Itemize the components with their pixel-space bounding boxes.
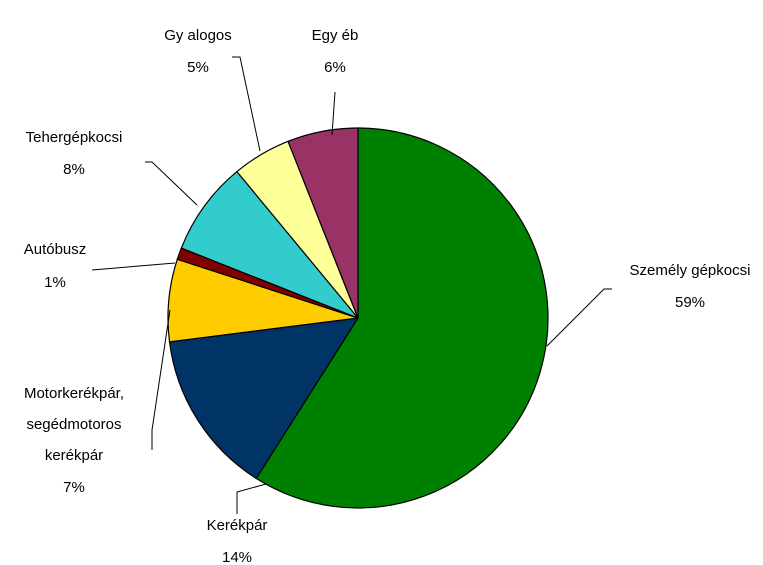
pie-slice-tehergepkocsi (180, 170, 359, 319)
slice-percent-tehergepkocsi: 8% (63, 161, 85, 178)
pie-slice-szemely-gepkocsi (255, 127, 549, 509)
leader-line-szemely-gepkocsi (546, 288, 612, 347)
leader-line-tehergepkocsi (145, 161, 198, 206)
slice-percent-autobusz: 1% (44, 274, 66, 291)
leader-line-autobusz (91, 262, 176, 271)
slice-label-kerekpar-0: Kerékpár (207, 517, 268, 534)
slice-percent-motorkerekpar: 7% (63, 479, 85, 496)
slice-label-gy-alogos-0: Gy alogos (164, 27, 232, 44)
slice-labels: Személy gépkocsi 59% Kerékpár 14% Motorkerék… (24, 27, 751, 565)
pie-slices (167, 127, 549, 509)
slice-label-motorkerekpar-2: kerékpár (45, 447, 103, 464)
pie-slice-kerekpar (168, 317, 360, 480)
leader-lines (91, 56, 612, 514)
slice-percent-kerekpar: 14% (222, 549, 252, 565)
slice-percent-egy-eb: 6% (324, 59, 346, 76)
slice-label-motorkerekpar-1: segédmotoros (26, 416, 121, 433)
slice-percent-szemely-gepkocsi: 59% (675, 294, 705, 311)
leader-line-gy-alogos (232, 56, 261, 152)
slice-label-tehergepkocsi-0: Tehergépkocsi (26, 129, 123, 146)
slice-label-autobusz-0: Autóbusz (24, 241, 87, 258)
slice-percent-gy-alogos: 5% (187, 59, 209, 76)
slice-label-motorkerekpar-0: Motorkerékpár, (24, 385, 124, 402)
slice-label-egy-eb-0: Egy éb (312, 27, 359, 44)
slice-label-szemely-gepkocsi-0: Személy gépkocsi (630, 262, 751, 279)
leader-line-motorkerekpar (151, 309, 171, 450)
leader-line-egy-eb (331, 91, 336, 136)
leader-line-kerekpar (236, 483, 267, 514)
pie-slice-egy-eb (287, 127, 359, 319)
